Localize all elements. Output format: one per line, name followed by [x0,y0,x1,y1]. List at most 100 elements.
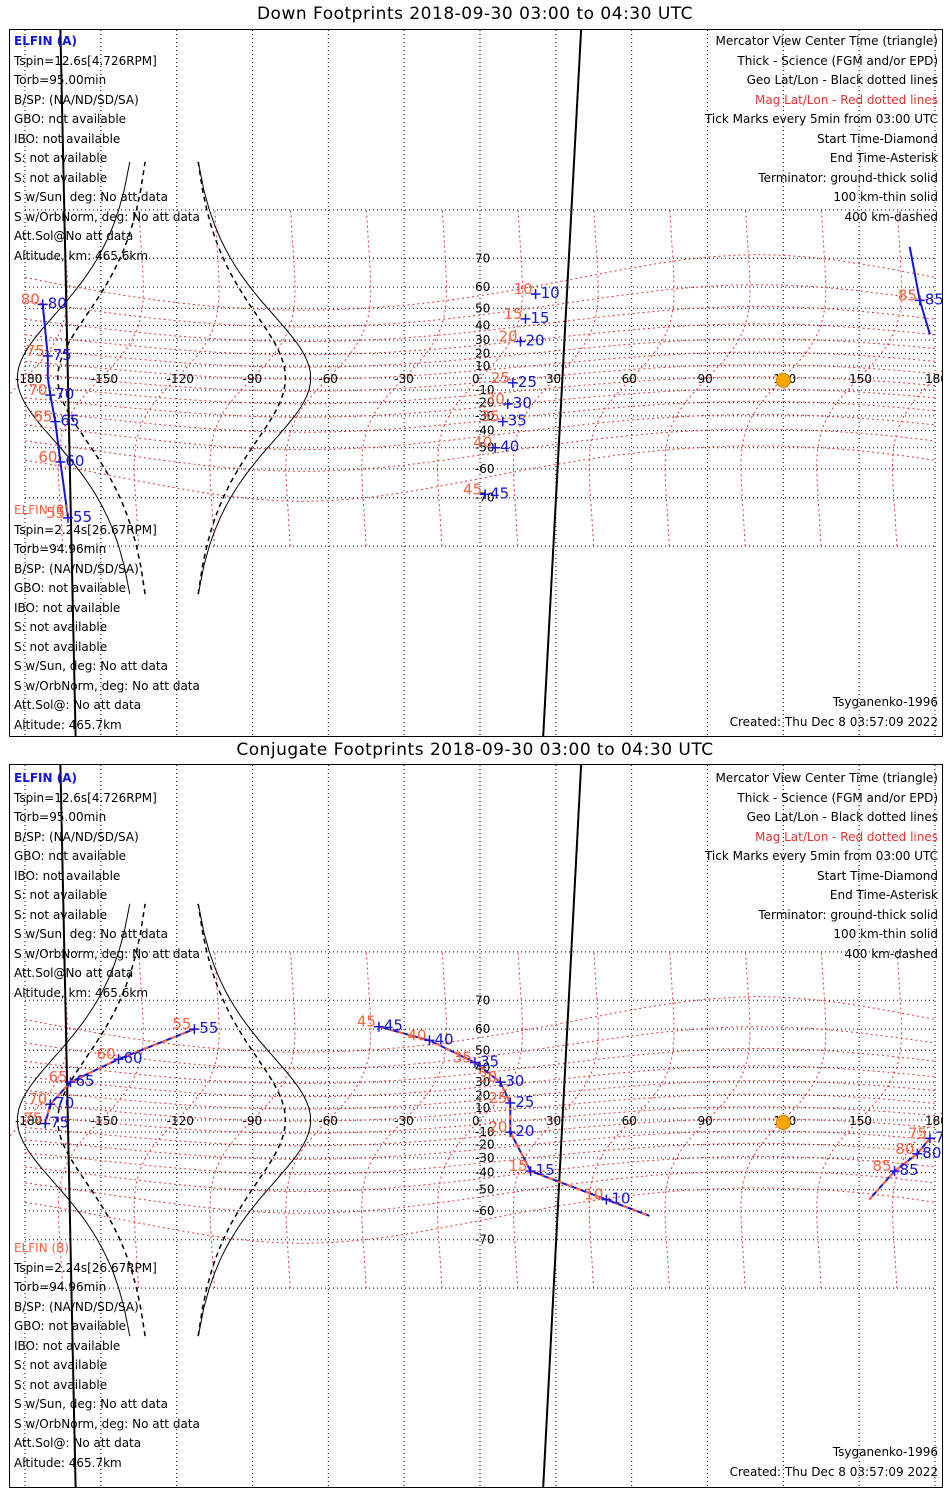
mag-parallel [24,413,936,451]
track-time-label-b: 30 [486,390,505,408]
terminator-100km-left [16,161,131,595]
elfin-b-track [868,1137,931,1201]
track-time-label: 20 [515,1122,534,1140]
mag-meridian [209,209,296,547]
info-line: IBO: not available [14,868,121,883]
lon-tick-label: -60 [318,1114,338,1128]
info-line: Tspin=2.24s[26.67RPM] [14,1260,157,1275]
legend-line: 400 km-dashed [844,946,938,961]
track-time-label-b: 45 [357,1013,376,1031]
legend-line: Mag Lat/Lon - Red dotted lines [754,829,938,844]
info-line: Torb=95.00min [14,810,107,824]
mag-meridian [436,951,524,1289]
track-time-label: 80 [922,1144,941,1162]
mag-meridian [57,951,144,1289]
track-time-label-b: 70 [28,1090,47,1108]
track-time-label-b: 55 [46,504,65,522]
lat-tick-label: 10 [475,359,490,373]
created-label: Created: Thu Dec 8 03:57:09 2022 [729,715,938,729]
track-time-label: 60 [65,452,84,470]
lon-tick-label: -150 [91,1114,118,1128]
terminator-100km-left [16,903,131,1337]
lon-tick-label: 0 [472,372,480,386]
elfin-b-info: ELFIN (B) Tspin=2.24s[26.67RPM] Torb=94.… [14,501,200,735]
lon-tick-label: 180 [925,1114,942,1128]
lat-tick-label: 30 [475,1075,490,1089]
legend-line: 100 km-thin solid [833,927,938,941]
mag-parallel [24,1093,936,1122]
mag-parallel [24,400,936,433]
mag-parallel [24,1155,936,1193]
lon-tick-label: 90 [698,372,713,386]
track-time-label: 10 [541,284,560,302]
lat-tick-label: -70 [475,1233,495,1247]
mag-meridian [816,951,903,1289]
lat-tick-label: 50 [475,1043,490,1057]
info-line: Tspin=2.24s[26.67RPM] [14,522,157,537]
lon-tick-label: 0 [472,1114,480,1128]
legend-line: Start Time-Diamond [816,131,938,146]
track-time-label: 65 [76,1072,95,1090]
track-time-label: 25 [518,373,537,391]
lon-tick-label: 150 [849,372,872,386]
track-time-label-b: 60 [97,1045,116,1063]
elfin-b-label: ELFIN (B) [14,503,70,517]
lon-tick-label: -120 [167,1114,194,1128]
info-line: S: not available [14,620,108,634]
legend-line: End Time-Asterisk [829,888,938,902]
mag-parallel [24,338,936,368]
track-time-label-b: 35 [481,408,500,426]
info-line: S w/Sun, deg: No att data [14,927,168,941]
info-line: B/SP: (NA/ND/SD/SA) [14,829,139,844]
track-time-label-b: 60 [38,448,57,466]
track-time-label: 85 [900,1161,919,1179]
terminator-400km-right [197,903,287,1337]
mag-meridian [285,951,372,1289]
track-time-label: 30 [513,394,532,412]
info-line: IBO: not available [14,600,121,615]
lat-tick-label: -40 [475,1166,495,1180]
lon-tick-label: -180 [15,372,42,386]
track-time-label-b: 75 [908,1124,927,1142]
lon-tick-label: 150 [849,1114,872,1128]
lat-tick-label: -40 [475,424,495,438]
legend-line: Thick - Science (FGM and/or EPD) [737,53,938,68]
track-time-label: 30 [505,1072,524,1090]
mag-parallel [24,1142,936,1175]
conjugate-footprints-map: -180-150-120-90-60-300306090120150180706… [10,765,942,1487]
track-time-label: 45 [384,1017,403,1035]
lon-tick-label: 180 [925,372,942,386]
mag-meridian [361,951,448,1289]
conjugate-footprints-map-panel: -180-150-120-90-60-300306090120150180706… [9,764,943,1488]
info-line: S: not available [14,907,108,922]
top-panel-title: Down Footprints 2018-09-30 03:00 to 04:3… [256,4,694,24]
info-line: Torb=94.96min [14,1280,107,1294]
model-label: Tsyganenko-1996 [832,695,938,709]
ground-terminator-west [59,30,77,736]
lon-tick-label: -180 [15,1114,42,1128]
legend-line: 100 km-thin solid [833,190,938,204]
info-line: S w/OrbNorm, deg: No att data [14,678,200,693]
down-footprints-map: -180-150-120-90-60-300306090120150180706… [10,30,942,736]
info-line: S: not available [14,151,108,165]
track-time-label-b: 55 [172,1015,191,1033]
legend-line: Mag Lat/Lon - Red dotted lines [754,92,938,107]
lon-tick-label: 30 [546,372,561,386]
track-time-label: 15 [531,309,550,327]
model-label: Tsyganenko-1996 [832,1445,938,1459]
lon-tick-label: 90 [698,1114,713,1128]
info-line: Altitude, km: 465.6km [14,248,149,263]
track-time-label: 80 [48,294,67,312]
elfin-a-label: ELFIN (A) [14,34,77,48]
lat-tick-label: 30 [475,333,490,347]
track-time-label: 75 [50,1114,69,1132]
track-time-label-b: 75 [26,342,45,360]
elfin-b-track [44,1028,195,1124]
terminator-400km-left [57,161,146,595]
mag-parallel [24,388,936,418]
info-line: IBO: not available [14,131,121,146]
info-line: S: not available [14,888,108,902]
created-label: Created: Thu Dec 8 03:57:09 2022 [729,1465,938,1479]
info-line: S: not available [14,639,108,654]
ground-terminator-west [59,765,77,1487]
